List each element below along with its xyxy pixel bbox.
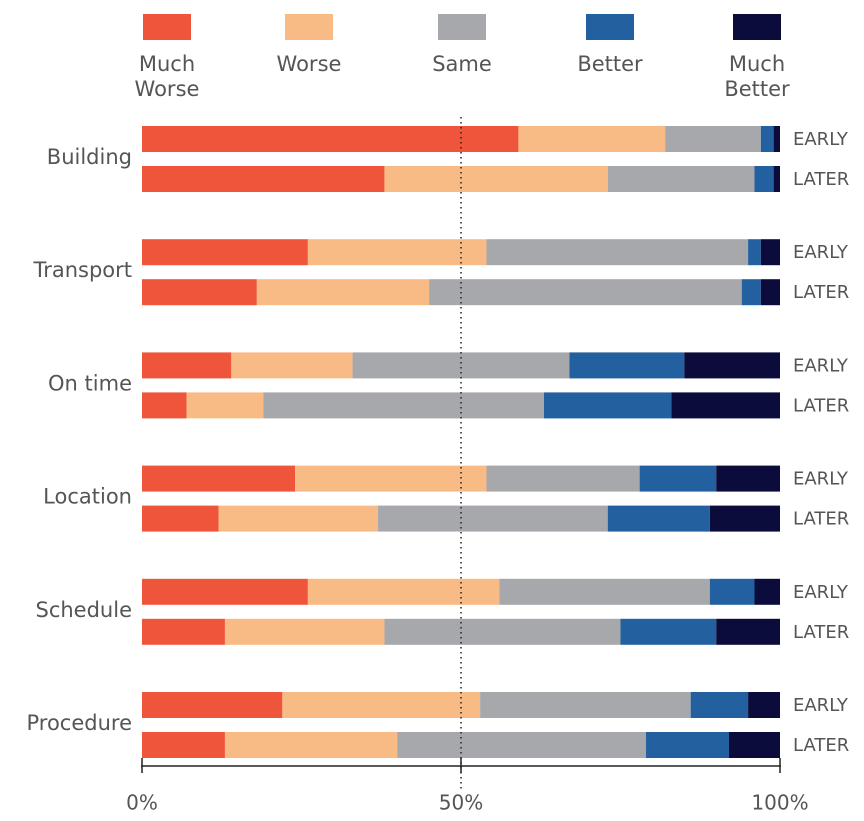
legend-swatch bbox=[285, 14, 333, 40]
bar-segment bbox=[518, 126, 666, 152]
bar-segment bbox=[186, 392, 264, 419]
bar-segment bbox=[142, 352, 232, 379]
bar-segment bbox=[499, 578, 710, 605]
bar-segment bbox=[748, 239, 761, 266]
bar-segment bbox=[224, 732, 398, 758]
group-label: Transport bbox=[32, 258, 132, 282]
bar-segment bbox=[282, 692, 481, 718]
x-tick-label: 100% bbox=[751, 791, 808, 815]
group-label: On time bbox=[48, 371, 132, 395]
bar-segment bbox=[709, 505, 780, 532]
x-tick-label: 50% bbox=[439, 791, 483, 815]
bar-segment bbox=[142, 618, 225, 645]
row-label: LATER bbox=[793, 509, 849, 530]
bar-segment bbox=[295, 465, 487, 492]
bar-segment bbox=[671, 392, 780, 419]
x-tick-label: 0% bbox=[126, 791, 158, 815]
row-label: LATER bbox=[793, 169, 849, 190]
bar-segment bbox=[760, 126, 774, 152]
row-label: EARLY bbox=[793, 582, 849, 603]
legend-swatch bbox=[438, 14, 486, 40]
bar-segment bbox=[646, 732, 729, 758]
bar-segment bbox=[569, 352, 685, 379]
bar-segment bbox=[256, 279, 430, 306]
bar-segment bbox=[773, 126, 780, 152]
bar-segment bbox=[486, 239, 749, 266]
bar-segment bbox=[543, 392, 672, 419]
bar-segment bbox=[384, 618, 621, 645]
bar-segment bbox=[352, 352, 570, 379]
bar-segment bbox=[748, 692, 780, 718]
row-label: EARLY bbox=[793, 242, 849, 263]
bar-segment bbox=[486, 465, 640, 492]
bar-segment bbox=[773, 166, 780, 192]
bar-segment bbox=[378, 505, 608, 532]
bar-segment bbox=[142, 578, 308, 605]
bar-segment bbox=[142, 126, 519, 152]
bar-segment bbox=[607, 505, 710, 532]
bar-segment bbox=[429, 279, 742, 306]
group-label: Location bbox=[43, 485, 132, 509]
row-label: LATER bbox=[793, 395, 849, 416]
bar-segment bbox=[142, 465, 296, 492]
legend-swatch bbox=[733, 14, 781, 40]
bar-segment bbox=[142, 392, 187, 419]
row-label: EARLY bbox=[793, 695, 849, 716]
legend-label: Same bbox=[432, 52, 492, 76]
bar-segment bbox=[665, 126, 761, 152]
bar-segment bbox=[307, 239, 487, 266]
row-label: EARLY bbox=[793, 355, 849, 376]
bar-segment bbox=[639, 465, 717, 492]
bar-segment bbox=[754, 578, 780, 605]
bar-segment bbox=[231, 352, 353, 379]
legend-label: Much Worse bbox=[134, 52, 200, 101]
bar-segment bbox=[760, 239, 780, 266]
bar-segment bbox=[263, 392, 544, 419]
bar-segment bbox=[620, 618, 717, 645]
group-label: Schedule bbox=[36, 598, 133, 622]
legend-label: Worse bbox=[276, 52, 342, 76]
row-label: EARLY bbox=[793, 129, 849, 150]
bar-segment bbox=[760, 279, 780, 306]
bar-segment bbox=[709, 578, 755, 605]
bar-segment bbox=[728, 732, 780, 758]
legend-label: Much Better bbox=[724, 52, 790, 101]
legend-label: Better bbox=[577, 52, 643, 76]
legend-swatch bbox=[143, 14, 191, 40]
row-label: LATER bbox=[793, 282, 849, 303]
bar-segment bbox=[218, 505, 379, 532]
bar-segment bbox=[716, 618, 780, 645]
row-label: LATER bbox=[793, 622, 849, 643]
bar-segment bbox=[142, 505, 219, 532]
group-label: Building bbox=[47, 145, 132, 169]
legend-swatch bbox=[586, 14, 634, 40]
bar-segment bbox=[142, 732, 225, 758]
bar-segment bbox=[142, 279, 257, 306]
bar-segment bbox=[142, 239, 308, 266]
bar-segment bbox=[142, 692, 283, 718]
bar-segment bbox=[142, 166, 385, 192]
row-label: LATER bbox=[793, 735, 849, 756]
bar-segment bbox=[716, 465, 780, 492]
bar-segment bbox=[684, 352, 780, 379]
bar-segment bbox=[607, 166, 755, 192]
bar-segment bbox=[754, 166, 774, 192]
group-label: Procedure bbox=[26, 711, 132, 735]
bar-segment bbox=[480, 692, 691, 718]
bar-segment bbox=[224, 618, 385, 645]
bar-segment bbox=[384, 166, 608, 192]
bar-segment bbox=[307, 578, 500, 605]
bar-segment bbox=[397, 732, 647, 758]
bar-segment bbox=[741, 279, 761, 306]
bar-segment bbox=[690, 692, 749, 718]
row-label: EARLY bbox=[793, 469, 849, 490]
